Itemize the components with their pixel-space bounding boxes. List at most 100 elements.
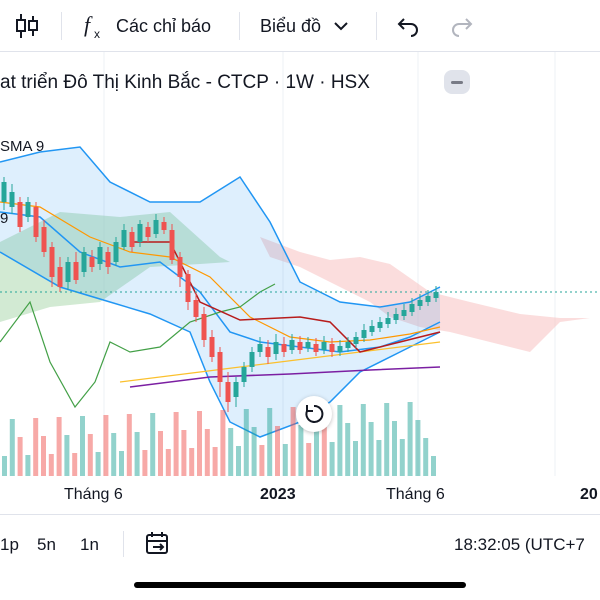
volume-bar xyxy=(236,446,241,476)
range-1p-button[interactable]: 1p xyxy=(0,535,19,554)
range-5n-button[interactable]: 5n xyxy=(37,535,56,554)
candle-body xyxy=(153,220,159,234)
volume-bar xyxy=(72,453,78,476)
undo-button[interactable] xyxy=(396,0,420,52)
candlesticks xyxy=(1,177,439,412)
volume-bar xyxy=(423,438,429,476)
lagging-span xyxy=(0,283,276,409)
candle-body xyxy=(145,227,151,237)
candle-body xyxy=(169,230,175,260)
volume-bar xyxy=(228,428,234,476)
time-axis[interactable]: Tháng 6 2023 Tháng 6 20 xyxy=(0,476,600,514)
candle-body xyxy=(217,352,223,382)
volume-bar xyxy=(415,420,421,476)
toolbar-divider xyxy=(61,12,62,40)
candle-body xyxy=(57,267,63,287)
candle-body xyxy=(121,230,127,247)
volume-bar xyxy=(392,421,397,476)
candle-body xyxy=(73,262,79,280)
indicator-side-value: 9 xyxy=(0,210,9,227)
candle-body xyxy=(9,192,15,207)
candle-body xyxy=(113,242,119,262)
candle-body xyxy=(137,224,143,242)
time-tick: Tháng 6 xyxy=(386,486,445,503)
candle-body xyxy=(81,252,87,272)
candle-body xyxy=(185,274,191,302)
volume-bar xyxy=(9,419,15,476)
volume-bar xyxy=(298,425,304,476)
candle-body xyxy=(257,344,263,352)
volume-bar xyxy=(353,441,358,476)
volume-bar xyxy=(376,440,382,476)
function-icon: f x xyxy=(84,12,100,40)
candle-body xyxy=(337,346,343,352)
candle-body xyxy=(41,227,47,252)
bottom-toolbar: 1p 5n 1n 18:32:05 (UTC+7 xyxy=(0,514,600,574)
volume-bar xyxy=(111,433,117,476)
volume-bar xyxy=(259,445,265,476)
volume-bar xyxy=(337,405,343,476)
price-chart[interactable] xyxy=(0,52,600,514)
candle-body xyxy=(345,342,351,348)
redo-button[interactable] xyxy=(450,0,474,52)
sma-orange xyxy=(0,201,441,343)
minus-icon xyxy=(451,80,463,84)
chart-pane[interactable]: at triển Đô Thị Kinh Bắc - CTCP · 1W · H… xyxy=(0,52,600,514)
calendar-arrow-icon xyxy=(146,532,168,554)
volume-bar xyxy=(173,412,179,476)
candle-body xyxy=(209,337,215,357)
candle-body xyxy=(305,342,311,348)
sma-yellow xyxy=(119,341,441,383)
candlestick-icon[interactable] xyxy=(14,0,40,52)
volume-bar xyxy=(25,455,31,476)
candle-body xyxy=(193,300,199,317)
volume-bar xyxy=(150,413,156,476)
candle-body xyxy=(265,347,271,357)
volume-bar xyxy=(64,435,70,476)
candle-body xyxy=(377,322,383,328)
candle-body xyxy=(321,342,327,350)
candle-body xyxy=(297,342,303,350)
volume-bar xyxy=(126,414,132,476)
candle-body xyxy=(433,292,439,298)
candle-body xyxy=(1,182,7,202)
volume-bar xyxy=(165,449,171,476)
sma-legend-label[interactable]: SMA 9 xyxy=(0,138,45,155)
volume-bar xyxy=(282,444,288,476)
candle-body xyxy=(233,382,239,397)
volume-bar xyxy=(275,426,280,476)
candle-body xyxy=(369,326,375,332)
volume-bar xyxy=(314,406,319,476)
collapse-legend-button[interactable] xyxy=(444,70,470,94)
candle-body xyxy=(401,310,407,316)
candle-body xyxy=(201,314,207,340)
candle-body xyxy=(129,232,135,247)
volume-bar xyxy=(399,439,405,476)
volume-bar xyxy=(95,452,101,476)
indicators-button[interactable]: f x Các chỉ báo xyxy=(82,0,211,52)
candle-body xyxy=(17,202,23,227)
chevron-down-icon xyxy=(334,22,348,31)
volume-bar xyxy=(197,411,202,476)
volume-bar xyxy=(48,454,54,476)
top-toolbar: f x Các chỉ báo Biểu đồ xyxy=(0,0,600,52)
candle-body xyxy=(385,318,391,324)
range-1n-button[interactable]: 1n xyxy=(80,535,99,554)
volume-bar xyxy=(251,427,257,476)
volume-bar xyxy=(220,410,226,476)
candle-body xyxy=(33,207,39,237)
candle-body xyxy=(65,262,71,282)
candle-body xyxy=(361,330,367,338)
clock-timezone[interactable]: 18:32:05 (UTC+7 xyxy=(454,535,585,554)
candle-body xyxy=(417,300,423,306)
candle-body xyxy=(97,247,103,264)
reset-chart-button[interactable] xyxy=(296,396,332,432)
chart-type-label: Biểu đồ xyxy=(260,15,322,36)
volume-bar xyxy=(212,447,218,476)
volume-bar xyxy=(306,443,312,476)
date-range-button[interactable] xyxy=(145,531,171,562)
chart-type-button[interactable]: Biểu đồ xyxy=(260,0,349,52)
volume-bar xyxy=(103,415,109,476)
volume-bar xyxy=(119,451,124,476)
svg-text:x: x xyxy=(94,27,100,40)
